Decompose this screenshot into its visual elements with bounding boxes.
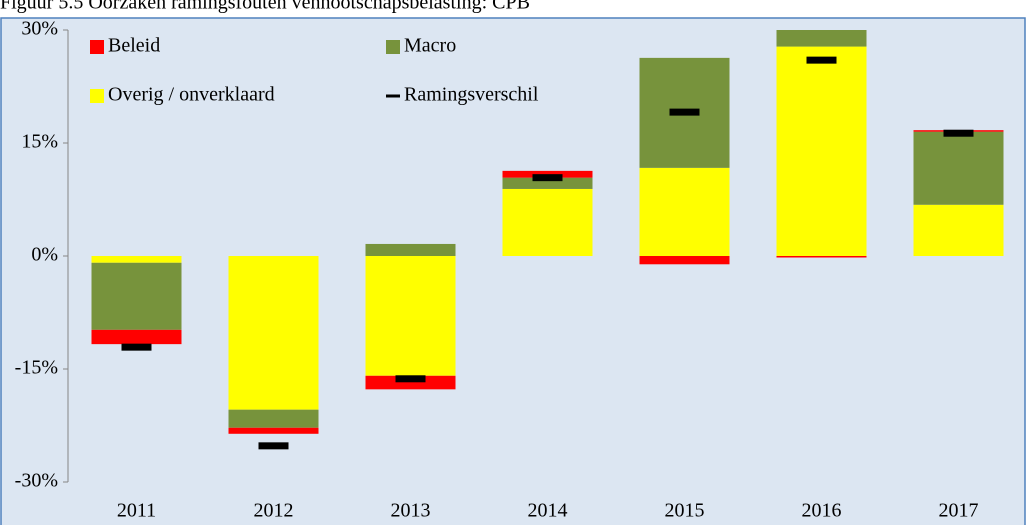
bar-segment bbox=[639, 167, 730, 256]
x-tick-label: 2012 bbox=[254, 500, 294, 522]
marker bbox=[532, 174, 563, 182]
y-tick-label: 30% bbox=[21, 18, 58, 40]
x-tick-label: 2015 bbox=[665, 500, 705, 522]
plot bbox=[91, 30, 1004, 450]
legend-swatch bbox=[90, 40, 104, 54]
y-tick-label: 0% bbox=[31, 244, 58, 266]
x-tick-label: 2014 bbox=[528, 500, 568, 522]
bar-segment bbox=[228, 427, 319, 434]
bar-segment bbox=[913, 131, 1004, 205]
y-tick-label: -15% bbox=[15, 357, 58, 379]
legend-label: Macro bbox=[404, 35, 456, 57]
bar-segment bbox=[502, 188, 593, 256]
bar-segment bbox=[502, 177, 593, 189]
bar-segment bbox=[776, 46, 867, 256]
bar-segment bbox=[365, 243, 456, 256]
legend-label: Ramingsverschil bbox=[404, 84, 539, 106]
legend-swatch bbox=[386, 94, 400, 98]
bar-segment bbox=[776, 30, 867, 47]
legend-label: Beleid bbox=[108, 35, 160, 57]
bar-segment bbox=[776, 256, 867, 258]
bar-segment bbox=[228, 409, 319, 428]
bar-segment bbox=[365, 375, 456, 390]
legend-swatch bbox=[90, 89, 104, 103]
bar-segment bbox=[639, 256, 730, 265]
bar-segment bbox=[365, 256, 456, 376]
bar-segment bbox=[91, 256, 182, 263]
y-tick-label: -30% bbox=[15, 470, 58, 492]
bar-segment bbox=[913, 204, 1004, 256]
marker bbox=[258, 442, 289, 450]
x-tick-label: 2017 bbox=[939, 500, 979, 522]
legend-label: Overig / onverklaard bbox=[108, 84, 275, 106]
y-tick-label: 15% bbox=[21, 131, 58, 153]
marker bbox=[669, 108, 700, 116]
legend: Beleid Macro Overig / onverklaard Ramingsve… bbox=[90, 35, 539, 106]
marker bbox=[395, 375, 426, 383]
legend-swatch bbox=[386, 40, 400, 54]
marker bbox=[121, 343, 152, 351]
x-tick-label: 2011 bbox=[117, 500, 156, 522]
x-tick-label: 2013 bbox=[391, 500, 431, 522]
bar-segment bbox=[91, 262, 182, 330]
chart-title: Figuur 5.5 Oorzaken ramingsfouten vennoo… bbox=[0, 0, 530, 14]
marker bbox=[943, 129, 974, 137]
x-tick-label: 2016 bbox=[802, 500, 842, 522]
marker bbox=[806, 56, 837, 64]
bar-segment bbox=[91, 329, 182, 345]
bar-segment bbox=[228, 256, 319, 410]
